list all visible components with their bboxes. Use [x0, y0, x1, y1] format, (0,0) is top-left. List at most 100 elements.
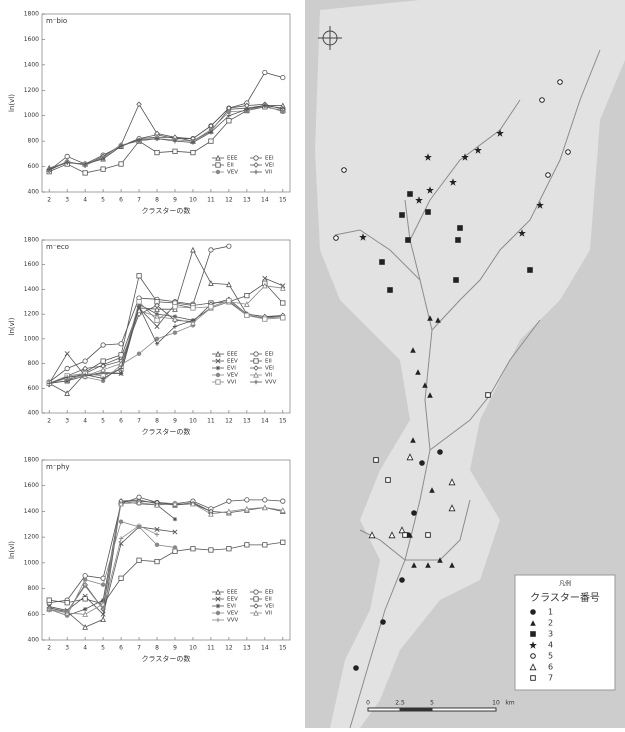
- legend-label: EEE: [227, 352, 238, 358]
- marker: [82, 577, 88, 582]
- x-tick-label: 12: [225, 645, 233, 652]
- legend-marker: [215, 588, 221, 595]
- legend-label: EEV: [227, 359, 238, 365]
- site: [565, 149, 571, 155]
- marker: [154, 542, 160, 548]
- map: 凡例 クラスター番号 1 2 3 4 5 6 7 0 2.5 5 10 km: [305, 0, 625, 729]
- marker: [64, 365, 70, 372]
- site: [455, 237, 461, 243]
- legend-item: EEE: [212, 588, 238, 596]
- site: [407, 191, 413, 197]
- marker: [82, 573, 88, 579]
- legend-item: VEI: [250, 365, 274, 372]
- legend-marker: [215, 154, 221, 161]
- marker: [154, 323, 160, 330]
- marker: [46, 166, 52, 172]
- marker: [64, 609, 70, 614]
- site: [474, 146, 482, 154]
- marker: [190, 319, 196, 326]
- legend-marker: [253, 365, 259, 371]
- marker: [190, 140, 196, 145]
- y-tick-label: 1600: [24, 261, 39, 268]
- marker: [46, 381, 52, 386]
- marker: [100, 366, 106, 373]
- scale-label: 0: [366, 700, 370, 707]
- rivers: [334, 49, 601, 729]
- marker: [136, 299, 142, 305]
- plot-area: [41, 459, 291, 641]
- series-line: [49, 106, 283, 174]
- legend-item: EEV: [212, 358, 238, 365]
- y-tick-label: 1400: [24, 508, 39, 515]
- site: [425, 209, 431, 215]
- plot-area: [41, 239, 291, 414]
- marker: [64, 600, 70, 606]
- legend-item: VEV: [212, 170, 238, 176]
- legend-marker: [253, 603, 259, 609]
- x-tick-label: 13: [243, 645, 251, 652]
- marker: [226, 109, 232, 115]
- legend-item: VEI: [250, 603, 274, 610]
- marker: [208, 547, 214, 553]
- legend-label: VEV: [227, 373, 238, 379]
- legend-marker: [253, 169, 259, 175]
- y-tick-label: 1200: [24, 534, 39, 541]
- river: [334, 229, 421, 281]
- marker: [82, 611, 88, 617]
- legend-label: EEE: [227, 156, 238, 162]
- marker: [82, 624, 88, 630]
- marker: [154, 130, 160, 137]
- chart-title: m⁻bio: [46, 17, 67, 25]
- legend-label: VEI: [265, 366, 274, 372]
- legend-item: EII: [250, 358, 272, 365]
- marker: [118, 536, 124, 541]
- x-tick-label: 13: [243, 418, 251, 425]
- y-tick-label: 800: [28, 138, 40, 145]
- x-tick-label: 3: [65, 418, 69, 425]
- site: [449, 562, 455, 568]
- marker: [279, 285, 286, 291]
- marker: [226, 508, 232, 515]
- site: [419, 460, 425, 466]
- site: [427, 315, 433, 321]
- marker: [208, 138, 214, 144]
- x-tick-label: 15: [279, 197, 287, 204]
- site: [353, 665, 359, 671]
- site: [398, 526, 406, 534]
- site: [485, 392, 491, 398]
- site: [536, 201, 544, 209]
- site: [415, 196, 423, 204]
- marker: [64, 390, 71, 396]
- site: [429, 487, 435, 493]
- legend-item: EVI: [212, 604, 236, 610]
- site: [333, 235, 339, 241]
- marker: [208, 510, 214, 517]
- legend-item: VVV: [212, 618, 239, 624]
- x-tick-label: 10: [189, 197, 197, 204]
- y-tick-label: 1200: [24, 311, 39, 318]
- marker: [172, 148, 178, 154]
- site: [415, 369, 421, 375]
- series-line: [49, 105, 283, 170]
- legend-symbol: [530, 653, 536, 659]
- x-tick-label: 5: [101, 418, 105, 425]
- legend-marker: [253, 162, 259, 168]
- marker: [154, 336, 160, 342]
- legend-marker: [215, 596, 221, 602]
- x-tick-label: 10: [189, 645, 197, 652]
- x-tick-label: 11: [207, 418, 215, 425]
- marker: [244, 301, 250, 307]
- marker: [100, 597, 106, 603]
- legend-label: EEE: [227, 590, 238, 596]
- x-tick-label: 6: [119, 645, 123, 652]
- legend-marker: [215, 379, 221, 385]
- x-tick-label: 15: [279, 418, 287, 425]
- marker: [280, 109, 286, 115]
- marker: [280, 315, 286, 321]
- legend-item: VEI: [250, 162, 274, 169]
- marker: [154, 341, 160, 346]
- marker: [279, 507, 286, 513]
- legend-item: EEI: [250, 351, 274, 358]
- marker: [172, 516, 178, 522]
- legend-label: EVI: [227, 366, 236, 372]
